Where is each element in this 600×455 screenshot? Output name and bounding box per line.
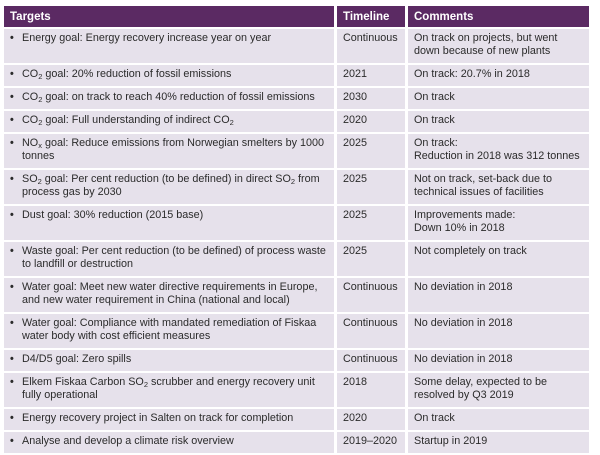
target-text: CO2 goal: Full understanding of indirect… bbox=[22, 114, 234, 127]
target-text: CO2 goal: 20% reduction of fossil emissi… bbox=[22, 68, 232, 81]
comment-cell: No deviation in 2018 bbox=[408, 278, 589, 312]
header-row: Targets Timeline Comments bbox=[4, 6, 589, 27]
bullet-icon: • bbox=[10, 435, 14, 447]
target-text: Waste goal: Per cent reduction (to be de… bbox=[22, 245, 326, 270]
target-text: SO2 goal: Per cent reduction (to be defi… bbox=[22, 173, 320, 198]
timeline-cell: 2018 bbox=[337, 373, 405, 407]
target-cell: • CO2 goal: on track to reach 40% reducti… bbox=[4, 88, 334, 109]
target-text: Water goal: Meet new water directive req… bbox=[22, 281, 318, 306]
target-text: Analyse and develop a climate risk overv… bbox=[22, 435, 234, 447]
bullet-icon: • bbox=[10, 412, 14, 424]
comment-line: Improvements made: bbox=[414, 209, 516, 221]
timeline-cell: 2021 bbox=[337, 65, 405, 86]
target-cell: • D4/D5 goal: Zero spills bbox=[4, 350, 334, 371]
target-cell: • SO2 goal: Per cent reduction (to be def… bbox=[4, 170, 334, 204]
table-row: • Water goal: Compliance with mandated re… bbox=[4, 314, 589, 348]
table-row: • Energy goal: Energy recovery increase y… bbox=[4, 29, 589, 63]
table-row: • Waste goal: Per cent reduction (to be d… bbox=[4, 242, 589, 276]
table-row: • CO2 goal: on track to reach 40% reducti… bbox=[4, 88, 589, 109]
comment-cell: No deviation in 2018 bbox=[408, 350, 589, 371]
comment-line: Down 10% in 2018 bbox=[414, 222, 505, 234]
target-cell: • CO2 goal: 20% reduction of fossil emiss… bbox=[4, 65, 334, 86]
table-row: • Energy recovery project in Salten on tr… bbox=[4, 409, 589, 430]
timeline-cell: 2030 bbox=[337, 88, 405, 109]
target-text: Elkem Fiskaa Carbon SO2 scrubber and ene… bbox=[22, 376, 315, 401]
comment-cell: On track on projects, but went down beca… bbox=[408, 29, 589, 63]
target-text: Energy goal: Energy recovery increase ye… bbox=[22, 32, 272, 44]
timeline-cell: 2020 bbox=[337, 111, 405, 132]
target-cell: • Water goal: Meet new water directive re… bbox=[4, 278, 334, 312]
targets-table-wrapper: Targets Timeline Comments • Energy goal: … bbox=[4, 4, 595, 455]
timeline-cell: 2019–2020 bbox=[337, 432, 405, 453]
comment-cell: On track: 20.7% in 2018 bbox=[408, 65, 589, 86]
table-row: • Dust goal: 30% reduction (2015 base) 202… bbox=[4, 206, 589, 240]
table-row: • Analyse and develop a climate risk over… bbox=[4, 432, 589, 453]
bullet-icon: • bbox=[10, 32, 14, 44]
table-row: • SO2 goal: Per cent reduction (to be def… bbox=[4, 170, 589, 204]
header-comments: Comments bbox=[408, 6, 589, 27]
timeline-cell: 2025 bbox=[337, 170, 405, 204]
target-cell: • Analyse and develop a climate risk over… bbox=[4, 432, 334, 453]
target-cell: • NOx goal: Reduce emissions from Norwegi… bbox=[4, 134, 334, 168]
comment-cell: Some delay, expected to be resolved by Q… bbox=[408, 373, 589, 407]
comment-cell: On track bbox=[408, 88, 589, 109]
target-cell: • Elkem Fiskaa Carbon SO2 scrubber and en… bbox=[4, 373, 334, 407]
bullet-icon: • bbox=[10, 91, 14, 103]
comment-cell: On track bbox=[408, 111, 589, 132]
comment-cell: Improvements made: Down 10% in 2018 bbox=[408, 206, 589, 240]
table-body: • Energy goal: Energy recovery increase y… bbox=[4, 29, 589, 453]
target-text: NOx goal: Reduce emissions from Norwegia… bbox=[22, 137, 325, 162]
target-cell: • Energy goal: Energy recovery increase y… bbox=[4, 29, 334, 63]
table-row: • CO2 goal: 20% reduction of fossil emiss… bbox=[4, 65, 589, 86]
comment-cell: Not completely on track bbox=[408, 242, 589, 276]
table-row: • Elkem Fiskaa Carbon SO2 scrubber and en… bbox=[4, 373, 589, 407]
target-text: CO2 goal: on track to reach 40% reductio… bbox=[22, 91, 315, 104]
target-cell: • Waste goal: Per cent reduction (to be d… bbox=[4, 242, 334, 276]
comment-line: On track: bbox=[414, 137, 458, 149]
bullet-icon: • bbox=[10, 114, 14, 126]
comment-cell: On track bbox=[408, 409, 589, 430]
target-cell: • Energy recovery project in Salten on tr… bbox=[4, 409, 334, 430]
table-row: • NOx goal: Reduce emissions from Norwegi… bbox=[4, 134, 589, 168]
header-timeline: Timeline bbox=[337, 6, 405, 27]
bullet-icon: • bbox=[10, 137, 14, 149]
target-text: D4/D5 goal: Zero spills bbox=[22, 353, 132, 365]
timeline-cell: 2025 bbox=[337, 242, 405, 276]
bullet-icon: • bbox=[10, 376, 14, 388]
comment-cell: No deviation in 2018 bbox=[408, 314, 589, 348]
timeline-cell: Continuous bbox=[337, 350, 405, 371]
timeline-cell: 2025 bbox=[337, 206, 405, 240]
header-targets: Targets bbox=[4, 6, 334, 27]
target-cell: • Dust goal: 30% reduction (2015 base) bbox=[4, 206, 334, 240]
comment-cell: Startup in 2019 bbox=[408, 432, 589, 453]
table-row: • D4/D5 goal: Zero spills Continuous No dev… bbox=[4, 350, 589, 371]
bullet-icon: • bbox=[10, 281, 14, 293]
bullet-icon: • bbox=[10, 68, 14, 80]
table-row: • Water goal: Meet new water directive re… bbox=[4, 278, 589, 312]
targets-table: Targets Timeline Comments • Energy goal: … bbox=[1, 4, 592, 455]
bullet-icon: • bbox=[10, 173, 14, 185]
comment-cell: On track: Reduction in 2018 was 312 tonne… bbox=[408, 134, 589, 168]
timeline-cell: 2020 bbox=[337, 409, 405, 430]
bullet-icon: • bbox=[10, 353, 14, 365]
timeline-cell: 2025 bbox=[337, 134, 405, 168]
target-text: Energy recovery project in Salten on tra… bbox=[22, 412, 294, 424]
target-cell: • CO2 goal: Full understanding of indirec… bbox=[4, 111, 334, 132]
bullet-icon: • bbox=[10, 209, 14, 221]
comment-line: Reduction in 2018 was 312 tonnes bbox=[414, 150, 580, 162]
table-row: • CO2 goal: Full understanding of indirec… bbox=[4, 111, 589, 132]
timeline-cell: Continuous bbox=[337, 314, 405, 348]
comment-cell: Not on track, set-back due to technical … bbox=[408, 170, 589, 204]
target-text: Water goal: Compliance with mandated rem… bbox=[22, 317, 317, 342]
bullet-icon: • bbox=[10, 317, 14, 329]
target-text: Dust goal: 30% reduction (2015 base) bbox=[22, 209, 204, 221]
timeline-cell: Continuous bbox=[337, 278, 405, 312]
bullet-icon: • bbox=[10, 245, 14, 257]
timeline-cell: Continuous bbox=[337, 29, 405, 63]
target-cell: • Water goal: Compliance with mandated re… bbox=[4, 314, 334, 348]
